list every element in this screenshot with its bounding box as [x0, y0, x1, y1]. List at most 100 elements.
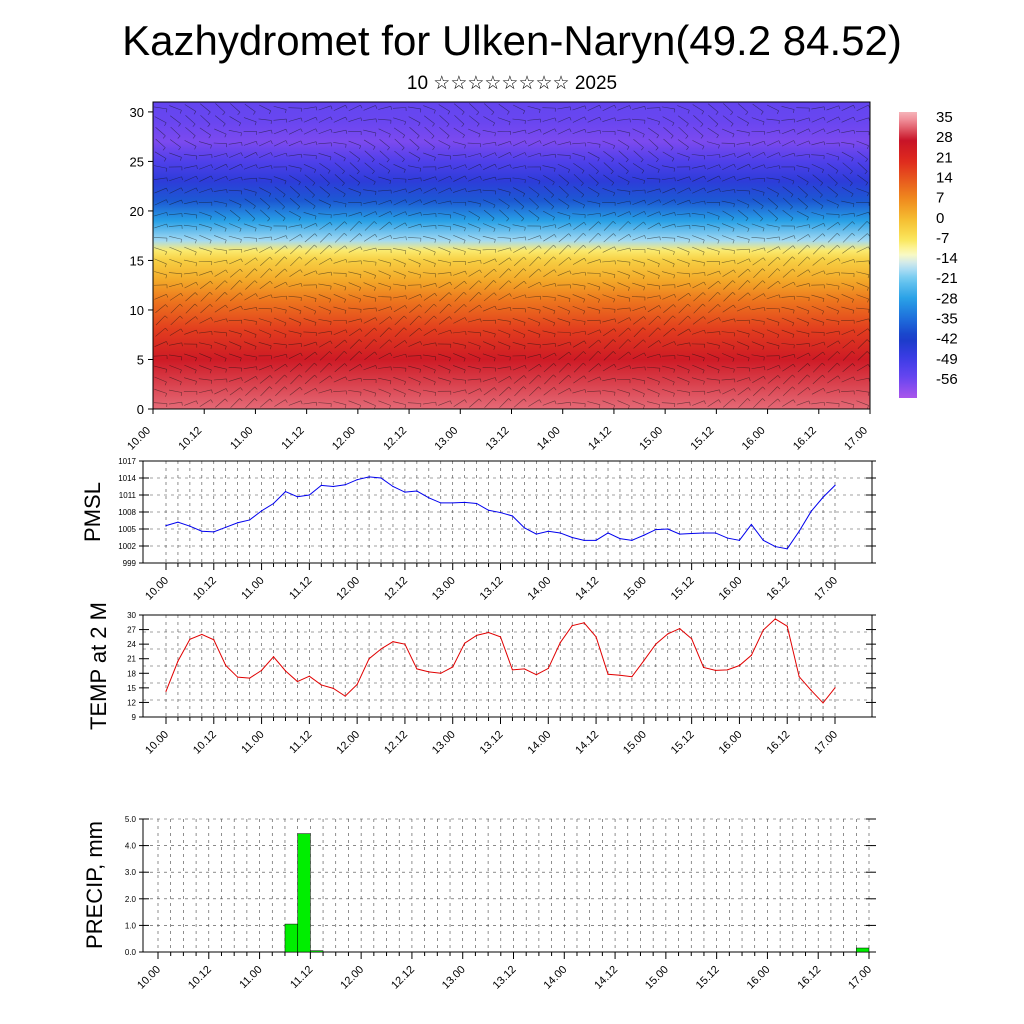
data-point — [619, 674, 621, 676]
data-point — [308, 675, 310, 677]
wind-barb — [393, 283, 406, 287]
wind-barb-flag — [326, 182, 330, 186]
wind-barb — [288, 352, 301, 359]
wind-barb-flag — [419, 108, 422, 113]
wind-barb-flag — [523, 398, 527, 402]
wind-barb — [378, 105, 391, 110]
wind-barb-flag — [868, 392, 870, 396]
wind-barb-flag — [673, 274, 675, 279]
wind-barb — [528, 186, 540, 195]
wind-barb — [183, 224, 197, 228]
wind-barb — [721, 175, 735, 182]
wind-barb — [497, 177, 511, 180]
wind-barb — [258, 140, 272, 147]
wind-barb — [199, 270, 212, 276]
wind-barb-flag — [373, 405, 376, 409]
wind-barb-flag — [418, 263, 421, 268]
wind-barb-flag — [165, 251, 167, 256]
wind-barb — [273, 128, 287, 135]
wind-barb-flag — [805, 194, 808, 198]
wind-barb-flag — [733, 269, 736, 274]
wind-barb — [662, 151, 675, 159]
wind-barb-flag — [480, 318, 482, 323]
wind-barb — [379, 316, 390, 325]
wind-barb-flag — [806, 181, 809, 186]
wind-barb-flag — [476, 123, 480, 127]
wind-barb-flag — [179, 110, 182, 114]
wind-barb — [826, 389, 839, 394]
wind-barb — [602, 282, 615, 288]
heatmap-xtick-label: 13.00 — [432, 425, 460, 453]
wind-barb-flag — [494, 305, 497, 310]
wind-barb — [736, 353, 750, 359]
wind-barb-flag — [656, 158, 659, 163]
wind-barb — [213, 378, 227, 381]
wind-barb — [513, 256, 524, 266]
wind-barb-flag — [418, 381, 421, 386]
wind-barb — [452, 211, 466, 217]
wind-barb — [826, 213, 840, 215]
wind-barb — [243, 177, 257, 180]
data-point — [571, 625, 573, 627]
data-point — [786, 548, 788, 550]
wind-barb — [737, 103, 749, 113]
wind-barb — [393, 258, 406, 265]
wind-barb — [484, 398, 494, 408]
wind-barb-flag — [507, 205, 510, 210]
wind-barb-flag — [583, 232, 586, 236]
wind-barb-flag — [342, 170, 345, 175]
wind-barb — [169, 376, 182, 383]
wind-barb-flag — [419, 369, 421, 373]
wind-barb-flag — [734, 189, 736, 194]
wind-barb — [154, 247, 167, 252]
wind-barb — [407, 106, 421, 110]
wind-barb-flag — [685, 135, 689, 139]
wind-barb — [559, 244, 569, 255]
data-point — [679, 628, 681, 630]
xtick-label: 14.12 — [573, 729, 601, 757]
data-point — [523, 527, 525, 529]
wind-barb — [646, 178, 660, 180]
wind-barb-flag — [269, 398, 273, 402]
wind-barb — [184, 329, 197, 335]
wind-barb — [452, 247, 466, 252]
wind-barb — [841, 329, 854, 336]
wind-barb-flag — [478, 292, 482, 295]
wind-barb — [648, 138, 659, 148]
wind-barb-flag — [595, 182, 599, 186]
wind-barb-flag — [269, 334, 272, 339]
wind-barb — [783, 374, 793, 385]
wind-barb — [243, 236, 257, 239]
wind-barb — [409, 127, 420, 137]
wind-barb — [213, 331, 227, 334]
wind-barb-flag — [568, 362, 572, 366]
wind-barb-flag — [404, 404, 407, 409]
wind-barb-flag — [733, 176, 736, 180]
wind-barb-flag — [763, 257, 766, 261]
wind-barb — [319, 174, 330, 184]
xtick-label: 13.12 — [478, 575, 506, 603]
wind-barb-flag — [448, 303, 452, 307]
wind-barb — [393, 222, 406, 230]
wind-barb-flag — [360, 212, 363, 216]
wind-barb-flag — [568, 233, 572, 237]
wind-barb-flag — [584, 321, 586, 326]
wind-barb-flag — [254, 398, 258, 402]
wind-barb-flag — [237, 112, 241, 116]
wind-barb — [632, 163, 645, 171]
wind-barb — [245, 268, 255, 279]
wind-barb — [661, 106, 675, 110]
wind-barb-flag — [181, 342, 183, 347]
wind-barb-flag — [670, 135, 674, 139]
wind-barb-flag — [598, 310, 601, 314]
wind-barb-flag — [464, 345, 466, 349]
wind-barb-flag — [268, 193, 272, 197]
wind-barb-flag — [851, 232, 855, 236]
wind-barb — [557, 154, 571, 156]
wind-barb-flag — [300, 117, 303, 122]
wind-barb-flag — [480, 153, 482, 157]
wind-barb — [468, 304, 480, 313]
wind-barb — [826, 152, 839, 158]
wind-barb — [721, 378, 735, 381]
wind-barb-flag — [629, 365, 632, 369]
